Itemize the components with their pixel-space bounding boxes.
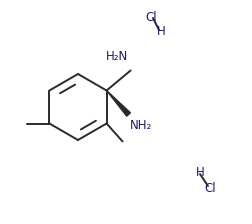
Polygon shape	[106, 90, 130, 116]
Text: Cl: Cl	[144, 11, 156, 24]
Text: NH₂: NH₂	[129, 118, 151, 131]
Text: Cl: Cl	[203, 181, 215, 194]
Text: H₂N: H₂N	[106, 50, 128, 62]
Text: H: H	[156, 24, 165, 37]
Text: H: H	[195, 166, 204, 179]
